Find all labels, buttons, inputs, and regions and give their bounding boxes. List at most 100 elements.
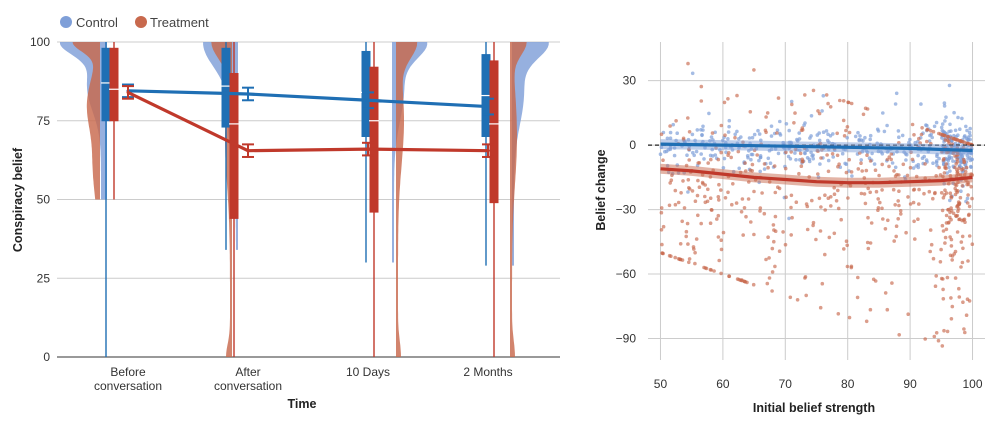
- right-trends: [648, 139, 985, 188]
- point-control: [940, 122, 945, 126]
- point-treatment: [823, 252, 827, 257]
- point-treatment: [773, 264, 777, 269]
- point-treatment: [793, 111, 797, 115]
- point-treatment: [923, 337, 927, 341]
- point-control: [810, 154, 814, 158]
- point-treatment: [829, 204, 833, 208]
- point-control: [947, 165, 951, 170]
- point-treatment: [819, 156, 823, 160]
- point-treatment: [868, 307, 873, 312]
- point-control: [949, 129, 953, 133]
- point-treatment: [676, 200, 681, 205]
- point-treatment: [967, 204, 972, 209]
- point-treatment: [932, 334, 937, 339]
- point-treatment: [801, 159, 805, 164]
- point-treatment: [950, 304, 955, 309]
- point-treatment: [826, 101, 830, 106]
- point-treatment: [717, 182, 721, 187]
- point-treatment: [673, 188, 678, 193]
- point-control: [797, 137, 802, 141]
- point-treatment: [762, 162, 767, 166]
- left-x-tick-label: 10 Days: [346, 365, 390, 379]
- point-treatment: [719, 123, 724, 128]
- point-control: [942, 104, 947, 108]
- point-treatment: [933, 190, 937, 195]
- series-treatment-line: [127, 90, 489, 153]
- point-control: [775, 128, 780, 132]
- point-control: [726, 137, 730, 141]
- point-treatment: [949, 237, 954, 242]
- point-treatment: [865, 153, 869, 157]
- point-treatment: [684, 234, 688, 239]
- point-treatment: [933, 284, 938, 289]
- point-treatment: [748, 168, 753, 173]
- point-control: [916, 165, 921, 170]
- point-control: [919, 102, 923, 106]
- point-control: [945, 171, 949, 175]
- point-treatment: [944, 162, 948, 166]
- point-treatment: [963, 220, 967, 224]
- point-treatment: [838, 98, 842, 103]
- point-treatment: [752, 68, 756, 72]
- point-treatment: [942, 193, 947, 197]
- point-control: [750, 135, 755, 140]
- point-control: [769, 124, 774, 128]
- point-treatment: [674, 119, 678, 123]
- point-treatment: [695, 193, 700, 198]
- point-treatment: [742, 206, 747, 210]
- point-treatment: [889, 157, 893, 162]
- point-treatment: [913, 237, 917, 241]
- point-treatment: [841, 99, 846, 103]
- point-treatment: [957, 286, 961, 291]
- point-treatment: [941, 196, 946, 200]
- point-treatment: [955, 230, 960, 234]
- legend-treatment-label: Treatment: [150, 15, 209, 30]
- point-control: [934, 159, 939, 163]
- point-treatment: [922, 191, 926, 196]
- point-treatment: [669, 254, 673, 258]
- point-treatment: [783, 242, 788, 247]
- point-treatment: [811, 220, 816, 225]
- point-treatment: [790, 102, 794, 107]
- point-treatment: [916, 217, 920, 221]
- point-treatment: [772, 164, 777, 168]
- point-treatment: [962, 140, 967, 145]
- point-treatment: [868, 241, 873, 245]
- point-control: [952, 110, 956, 115]
- point-treatment: [868, 159, 873, 163]
- point-control: [690, 71, 695, 76]
- point-treatment: [861, 112, 866, 117]
- point-control: [932, 124, 937, 129]
- point-treatment: [835, 153, 840, 158]
- point-treatment: [863, 201, 868, 206]
- point-treatment: [693, 261, 697, 266]
- point-control: [817, 138, 822, 143]
- trend-control-line: [660, 142, 973, 153]
- point-treatment: [703, 183, 707, 187]
- point-treatment: [731, 182, 735, 186]
- point-treatment: [901, 162, 906, 167]
- point-treatment: [679, 191, 683, 195]
- point-treatment: [946, 135, 950, 139]
- point-treatment: [799, 164, 804, 168]
- point-control: [821, 94, 826, 98]
- point-treatment: [765, 111, 770, 115]
- point-control: [826, 132, 830, 137]
- point-treatment: [953, 165, 957, 170]
- point-treatment: [709, 157, 713, 162]
- point-treatment: [897, 189, 901, 193]
- trend-treatment-line: [660, 167, 973, 185]
- point-treatment: [826, 169, 831, 174]
- right-panel: 30 0 −30 −60 −90 50 60 70 80 90 100 Belief change…: [594, 42, 985, 415]
- point-treatment: [803, 93, 807, 97]
- point-treatment: [942, 171, 947, 175]
- point-treatment: [945, 275, 950, 280]
- point-treatment: [943, 235, 948, 240]
- point-treatment: [946, 139, 951, 143]
- point-control: [758, 169, 762, 174]
- point-treatment: [708, 221, 713, 225]
- point-treatment: [706, 161, 710, 165]
- point-treatment: [770, 270, 775, 274]
- point-treatment: [969, 184, 973, 189]
- point-treatment: [847, 315, 852, 320]
